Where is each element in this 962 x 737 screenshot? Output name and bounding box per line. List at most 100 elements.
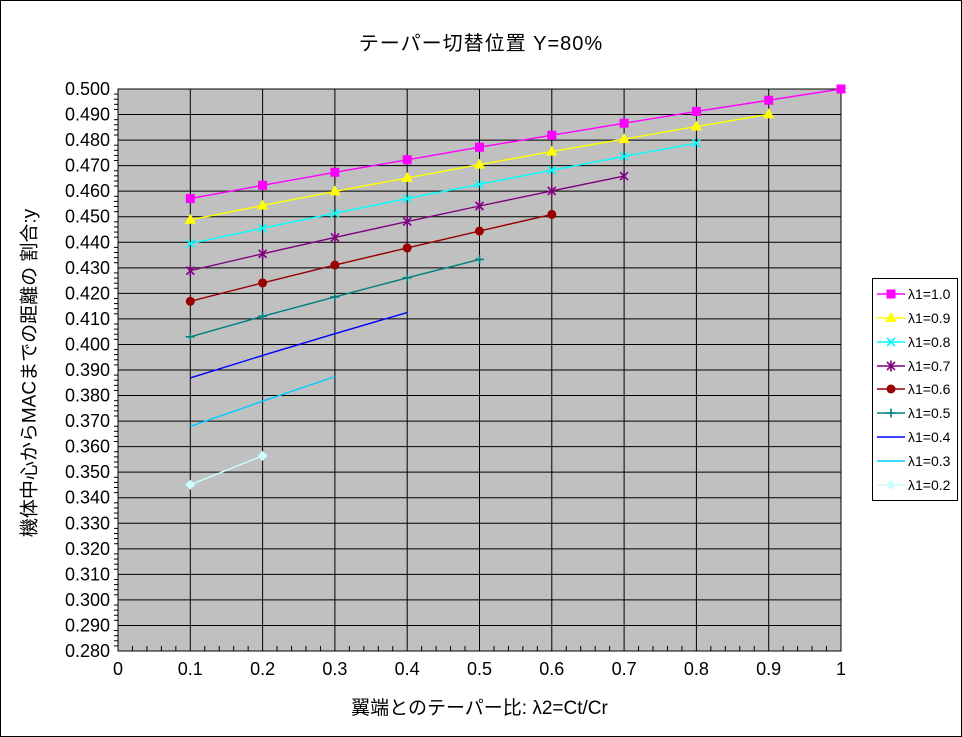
x-tick-label: 0.5 [467, 659, 492, 679]
series-marker-4 [475, 226, 484, 236]
series-marker-4 [547, 209, 557, 219]
series-marker-0 [764, 95, 774, 105]
legend-label: λ1=0.5 [908, 405, 951, 422]
y-tick-label: 0.380 [65, 386, 110, 406]
x-tick-label: 0.1 [178, 659, 203, 679]
series-marker-2 [185, 238, 195, 249]
y-tick-label: 0.390 [65, 360, 110, 380]
legend: λ1=1.0 λ1=0.9 λ1=0.8 λ1=0.7 λ1=0.6 λ1=0.5 λ1=0… [872, 278, 958, 501]
y-tick-label: 0.330 [65, 513, 110, 533]
legend-label: λ1=0.4 [908, 429, 951, 446]
legend-series-sample-icon [877, 360, 905, 372]
series-line-8 [190, 455, 263, 486]
series-marker-4 [330, 260, 340, 270]
x-tick-label: 0 [113, 659, 123, 679]
x-tick-label: 0.7 [612, 659, 637, 679]
y-tick-label: 0.290 [65, 615, 110, 635]
legend-item-6: λ1=0.4 [877, 426, 956, 448]
legend-marker-icon [886, 408, 896, 418]
series-marker-8 [257, 450, 268, 461]
series-marker-4 [258, 278, 268, 288]
series-marker-5 [185, 332, 195, 342]
y-tick-label: 0.300 [65, 590, 110, 610]
series-marker-4 [185, 296, 195, 306]
legend-item-4: λ1=0.6 [877, 378, 956, 400]
y-tick-label: 0.280 [65, 641, 110, 661]
series-marker-5 [475, 254, 484, 264]
series-marker-0 [475, 142, 484, 152]
legend-marker-icon [886, 337, 896, 347]
legend-series-sample-icon [877, 384, 905, 394]
legend-item-8: λ1=0.2 [877, 474, 956, 496]
series-line-4 [190, 213, 552, 302]
legend-series-sample-icon [877, 408, 905, 418]
series-line-7 [190, 375, 336, 428]
series-marker-0 [185, 194, 195, 204]
y-tick-label: 0.440 [65, 232, 110, 252]
legend-item-1: λ1=0.9 [877, 307, 956, 329]
series-marker-5 [330, 292, 340, 302]
y-tick-label: 0.370 [65, 411, 110, 431]
legend-series-sample-icon [877, 479, 905, 490]
series-marker-1 [184, 213, 197, 224]
y-axis-title: 機体中心からMACまでの距離の 割合:y [19, 208, 41, 538]
y-tick-label: 0.340 [65, 488, 110, 508]
series-marker-0 [547, 130, 557, 140]
y-tick-label: 0.310 [65, 564, 110, 584]
series-marker-1 [618, 133, 630, 144]
y-tick-label: 0.350 [65, 462, 110, 482]
legend-label: λ1=0.6 [908, 381, 951, 398]
y-tick-label: 0.430 [65, 258, 110, 278]
series-marker-2 [330, 208, 340, 218]
y-tick-label: 0.470 [65, 156, 110, 176]
series-marker-1 [473, 158, 486, 169]
legend-marker-icon [886, 479, 896, 490]
series-marker-0 [691, 106, 701, 116]
series-marker-2 [619, 151, 629, 162]
series-marker-1 [762, 108, 775, 119]
legend-series-sample-icon [877, 289, 905, 299]
series-marker-8 [185, 479, 196, 490]
y-tick-label: 0.420 [65, 283, 110, 303]
legend-label: λ1=0.7 [908, 357, 951, 374]
legend-item-5: λ1=0.5 [877, 402, 956, 424]
series-marker-5 [258, 311, 268, 321]
series-marker-1 [329, 185, 341, 196]
x-tick-label: 0.2 [250, 659, 275, 679]
x-tick-label: 0.8 [684, 659, 709, 679]
series-line-6 [190, 311, 408, 379]
x-tick-label: 0.3 [322, 659, 347, 679]
y-tick-label: 0.460 [65, 181, 110, 201]
legend-label: λ1=0.8 [908, 333, 951, 350]
x-tick-label: 0.9 [756, 659, 781, 679]
x-tick-label: 0.4 [395, 659, 420, 679]
legend-marker-icon [886, 289, 896, 299]
legend-item-2: λ1=0.8 [877, 331, 956, 353]
series-marker-2 [547, 165, 557, 175]
x-tick-label: 1 [836, 659, 846, 679]
series-marker-0 [402, 155, 412, 165]
legend-item-3: λ1=0.7 [877, 355, 956, 377]
legend-label: λ1=0.2 [908, 476, 951, 493]
series-marker-2 [691, 138, 701, 148]
y-tick-label: 0.320 [65, 539, 110, 559]
legend-label: λ1=0.3 [908, 453, 951, 470]
legend-series-sample-icon [877, 311, 905, 322]
series-marker-1 [546, 145, 558, 156]
legend-label: λ1=1.0 [908, 285, 951, 302]
legend-marker-icon [886, 384, 896, 394]
series-marker-0 [258, 180, 268, 190]
series-marker-2 [402, 194, 412, 204]
y-tick-label: 0.360 [65, 437, 110, 457]
series-marker-5 [402, 273, 412, 283]
series-marker-0 [330, 167, 340, 177]
series-marker-1 [256, 199, 269, 210]
legend-series-sample-icon [877, 460, 905, 462]
x-tick-label: 0.6 [539, 659, 564, 679]
y-tick-label: 0.450 [65, 207, 110, 227]
series-line-0 [190, 88, 842, 200]
y-tick-label: 0.410 [65, 309, 110, 329]
legend-series-sample-icon [877, 436, 905, 438]
